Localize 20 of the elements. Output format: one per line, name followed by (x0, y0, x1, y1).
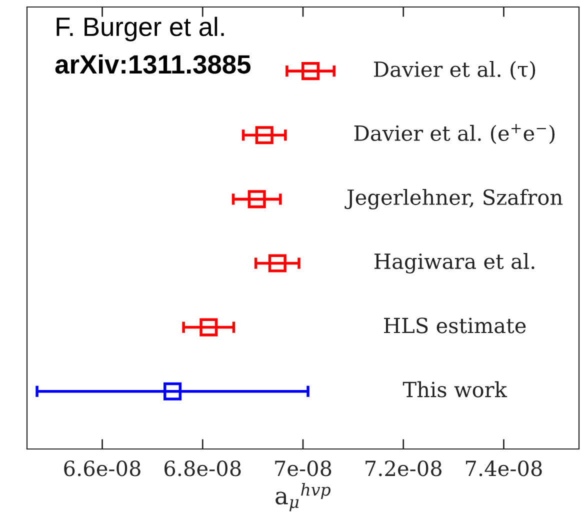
point (302, 62, 320, 80)
point (255, 126, 274, 144)
annotation: arXiv:1311.3885 (55, 54, 250, 74)
x-tick-label: 7.2e-08 (366, 460, 442, 476)
annotation: F. Burger et al. (56, 16, 224, 42)
x-tick-label: 7e-08 (275, 460, 332, 476)
point (164, 382, 182, 400)
point (200, 318, 218, 336)
y-tick-label: Jegerlehner, Szafron (344, 188, 563, 210)
point (268, 254, 286, 272)
x-tick-label: 7.4e-08 (466, 460, 542, 476)
x-axis-title: a$_{μ}$$^{hvp}$ (276, 483, 330, 512)
y-tick-label: Hagiwara et al. (374, 253, 534, 274)
y-tick-label: HLS estimate (384, 318, 526, 334)
y-tick-label: Davier et al. (τ) (374, 60, 536, 80)
x-tick-label: 6.6e-08 (64, 460, 140, 476)
point (248, 190, 266, 208)
x-tick-label: 6.8e-08 (164, 460, 241, 476)
y-tick-label: Davier et al. (e$^{+}$e$^{−}$) (354, 124, 555, 144)
y-tick-label: This work (402, 381, 508, 398)
